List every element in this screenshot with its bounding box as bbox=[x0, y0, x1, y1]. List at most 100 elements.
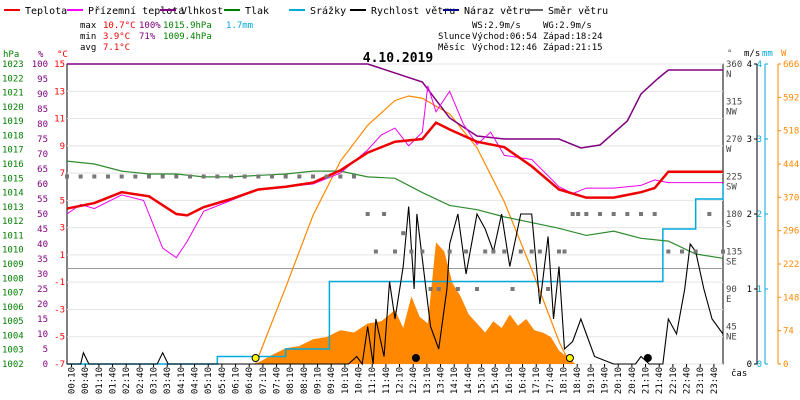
temp-tick-label: 13 bbox=[54, 87, 65, 97]
x-tick-label: 22:10 bbox=[669, 367, 679, 394]
stats-humidity: 100% bbox=[139, 21, 161, 31]
temp-axis-label: °C bbox=[57, 50, 68, 60]
hpa-tick-label: 1023 bbox=[2, 60, 24, 70]
solar-tick-label: 74 bbox=[783, 327, 794, 337]
temp-tick-label: -5 bbox=[54, 333, 65, 343]
x-tick-label: 23:10 bbox=[696, 367, 706, 394]
hpa-tick-label: 1009 bbox=[2, 260, 24, 270]
x-tick-label: 21:10 bbox=[642, 367, 652, 394]
wind-direction-point bbox=[365, 212, 370, 216]
sun-marker bbox=[251, 354, 260, 362]
solar-tick-label: 0 bbox=[783, 360, 788, 370]
direction-compass-label: NE bbox=[726, 333, 737, 343]
wind-tick-label: 1 bbox=[747, 285, 752, 295]
stats-temp: 3.9°C bbox=[103, 32, 130, 42]
hpa-axis-label: hPa bbox=[3, 50, 19, 60]
wind-direction-point bbox=[78, 174, 83, 179]
wind-direction-point bbox=[382, 212, 387, 216]
rain-tick-label: 4 bbox=[757, 60, 762, 70]
hpa-tick-label: 1014 bbox=[2, 189, 24, 199]
wind-direction-point bbox=[393, 249, 397, 254]
series-layer bbox=[65, 63, 725, 366]
percent-tick-label: 35 bbox=[37, 255, 48, 265]
wind-direction-point bbox=[106, 174, 110, 179]
stats-temp: 7.1°C bbox=[103, 43, 130, 53]
temp-tick-label: -7 bbox=[54, 360, 65, 370]
hpa-tick-label: 1016 bbox=[2, 160, 24, 170]
solar-tick-label: 444 bbox=[783, 160, 799, 170]
hpa-tick-label: 1015 bbox=[2, 174, 24, 184]
hpa-tick-label: 1010 bbox=[2, 246, 24, 256]
percent-tick-label: 25 bbox=[37, 285, 48, 295]
wind-direction-point bbox=[502, 249, 507, 254]
x-tick-label: 05:10 bbox=[204, 367, 214, 394]
x-tick-label: 20:40 bbox=[628, 367, 638, 394]
solar-tick-label: 518 bbox=[783, 127, 799, 137]
x-tick-label: 02:10 bbox=[122, 367, 132, 394]
x-tick-label: 19:40 bbox=[601, 367, 611, 394]
wind-direction-point bbox=[256, 174, 261, 179]
legend-label: Směr větru bbox=[548, 5, 608, 17]
percent-tick-label: 90 bbox=[37, 90, 48, 100]
wind-direction-point bbox=[537, 249, 542, 254]
hpa-tick-label: 1002 bbox=[2, 360, 24, 370]
wind-direction-point bbox=[297, 174, 302, 179]
legend-label: Tlak bbox=[245, 6, 269, 17]
x-tick-label: 03:40 bbox=[163, 367, 173, 394]
x-tick-label: 13:40 bbox=[437, 367, 447, 394]
x-tick-label: 08:10 bbox=[286, 367, 296, 394]
hpa-tick-label: 1022 bbox=[2, 74, 24, 84]
wind-tick-label: 0 bbox=[747, 360, 752, 370]
legend-label: Přízemní teplota bbox=[88, 5, 184, 17]
wind-direction-point bbox=[652, 212, 657, 216]
moon-marker bbox=[643, 354, 652, 362]
wind-direction-point bbox=[133, 174, 138, 179]
direction-tick-label: 180 bbox=[726, 210, 742, 220]
percent-tick-label: 15 bbox=[37, 315, 48, 325]
rain-tick-label: 1 bbox=[757, 285, 762, 295]
wind-direction-point bbox=[311, 174, 315, 179]
series-temperature bbox=[66, 121, 723, 217]
temp-tick-label: 9 bbox=[60, 142, 65, 152]
solar-tick-label: 148 bbox=[783, 293, 799, 303]
stats-pressure: 1009.4hPa bbox=[163, 32, 212, 42]
wind-direction-point bbox=[119, 174, 124, 179]
direction-tick-label: 360 bbox=[726, 60, 742, 70]
temp-tick-label: 3 bbox=[60, 224, 65, 234]
direction-compass-label: SW bbox=[726, 183, 737, 193]
x-tick-label: 08:40 bbox=[300, 367, 310, 394]
percent-tick-label: 55 bbox=[37, 195, 48, 205]
hpa-tick-label: 1007 bbox=[2, 289, 24, 299]
wind-direction-point bbox=[188, 174, 192, 179]
x-tick-label: 07:40 bbox=[273, 367, 283, 394]
x-tick-label: 10:10 bbox=[341, 367, 351, 394]
wind-direction-point bbox=[401, 231, 406, 236]
wind-tick-label: 4 bbox=[747, 60, 752, 70]
hpa-tick-label: 1021 bbox=[2, 89, 24, 99]
wind-direction-point bbox=[576, 212, 581, 216]
stats-row-label: max bbox=[80, 21, 97, 31]
direction-tick-label: 270 bbox=[726, 135, 742, 145]
wind-direction-point bbox=[201, 174, 206, 179]
percent-tick-label: 75 bbox=[37, 135, 48, 145]
wind-direction-point bbox=[529, 249, 534, 254]
sun-rise: Východ:06:54 bbox=[472, 32, 537, 42]
x-tick-label: 18:10 bbox=[560, 367, 570, 394]
percent-tick-label: 100 bbox=[32, 60, 48, 70]
x-tick-label: 12:10 bbox=[396, 367, 406, 394]
moon-set: Západ:21:15 bbox=[543, 43, 603, 53]
x-tick-label: 14:10 bbox=[450, 367, 460, 394]
stats-row-label: min bbox=[80, 32, 96, 42]
percent-tick-label: 5 bbox=[43, 345, 48, 355]
series-solar-theoretical bbox=[255, 95, 571, 365]
wind-direction-point bbox=[352, 174, 356, 179]
direction-compass-label: E bbox=[726, 295, 731, 305]
x-tick-label: 20:10 bbox=[614, 367, 624, 394]
temp-tick-label: 1 bbox=[60, 251, 65, 261]
x-tick-label: 04:40 bbox=[191, 367, 201, 394]
percent-axis-label: % bbox=[38, 50, 44, 60]
x-tick-label: 16:10 bbox=[505, 367, 515, 394]
hpa-tick-label: 1019 bbox=[2, 117, 24, 127]
direction-tick-label: 315 bbox=[726, 98, 742, 108]
hpa-tick-label: 1003 bbox=[2, 346, 24, 356]
